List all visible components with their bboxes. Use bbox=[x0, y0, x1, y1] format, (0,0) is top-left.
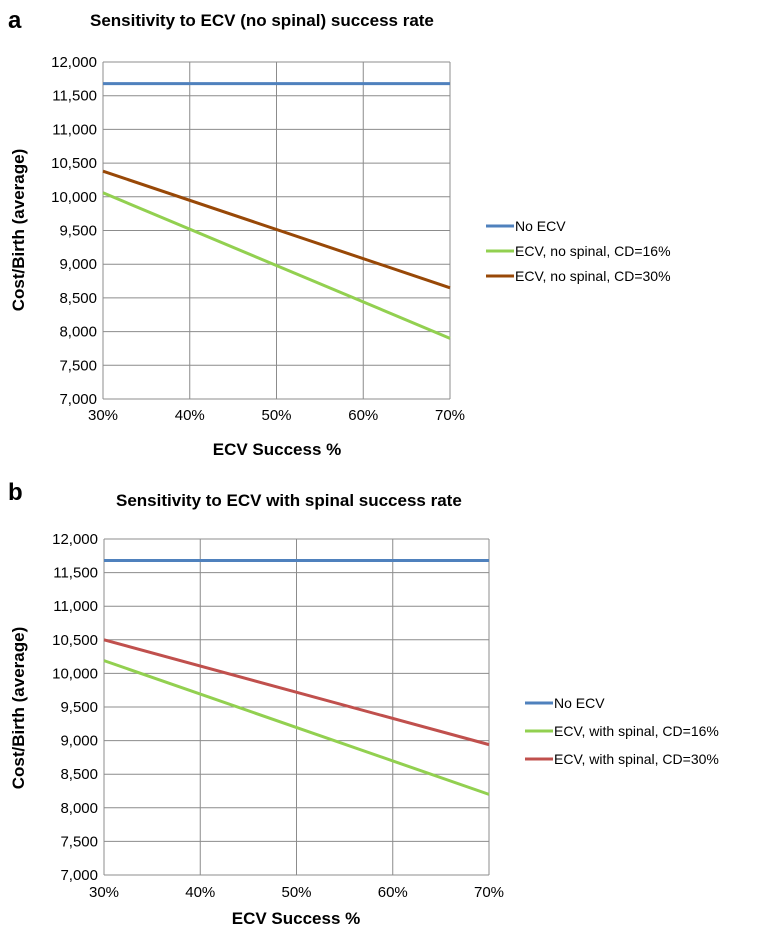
y-tick-label-b: 9,000 bbox=[60, 733, 98, 750]
legend-label: ECV, no spinal, CD=16% bbox=[515, 243, 671, 259]
legend-a: No ECV ECV, no spinal, CD=16% ECV, no spin… bbox=[486, 218, 671, 284]
legend-item-b-2: ECV, with spinal, CD=16% bbox=[525, 723, 719, 739]
y-tick-label-a: 8,500 bbox=[59, 290, 97, 307]
y-tick-label-a: 11,500 bbox=[52, 88, 97, 105]
x-tick-label-b: 70% bbox=[474, 884, 504, 901]
x-tick-labels-b: 30% 40% 50% 60% 70% bbox=[89, 884, 504, 901]
panel-a: a Sensitivity to ECV (no spinal) success… bbox=[8, 7, 671, 459]
series-line-b-3 bbox=[103, 638, 490, 747]
y-tick-label-b: 12,000 bbox=[52, 531, 98, 548]
x-tick-label-a: 60% bbox=[348, 407, 378, 424]
legend-item-b-3: ECV, with spinal, CD=30% bbox=[525, 751, 719, 767]
legend-item-a-3: ECV, no spinal, CD=30% bbox=[486, 268, 671, 284]
y-tick-label-a: 10,500 bbox=[51, 155, 97, 172]
chart-title-a: Sensitivity to ECV (no spinal) success r… bbox=[90, 11, 434, 30]
x-tick-labels-a: 30% 40% 50% 60% 70% bbox=[88, 407, 465, 424]
legend-label: No ECV bbox=[515, 218, 566, 234]
x-tick-label-b: 40% bbox=[185, 884, 215, 901]
legend-item-b-1: No ECV bbox=[525, 695, 605, 711]
series-line-b-2 bbox=[103, 659, 490, 796]
y-tick-label-b: 10,500 bbox=[52, 632, 98, 649]
y-tick-label-b: 8,500 bbox=[60, 766, 98, 783]
legend-label: No ECV bbox=[554, 695, 605, 711]
y-tick-label-b: 11,500 bbox=[53, 565, 98, 582]
y-tick-label-b: 7,500 bbox=[60, 833, 98, 850]
x-tick-label-a: 50% bbox=[261, 407, 291, 424]
grid-b bbox=[103, 538, 490, 876]
y-tick-label-b: 8,000 bbox=[60, 800, 98, 817]
x-axis-label-a: ECV Success % bbox=[213, 440, 342, 459]
y-tick-label-a: 9,500 bbox=[59, 223, 97, 240]
x-tick-label-a: 40% bbox=[175, 407, 205, 424]
y-tick-label-b: 11,000 bbox=[53, 598, 98, 615]
legend-label: ECV, with spinal, CD=16% bbox=[554, 723, 719, 739]
y-tick-label-a: 8,000 bbox=[59, 324, 97, 341]
y-tick-labels-b: 7,000 7,500 8,000 8,500 9,000 9,500 10,000 10,5… bbox=[52, 531, 98, 884]
series-line-a-2 bbox=[102, 191, 451, 340]
y-tick-label-b: 7,000 bbox=[60, 867, 98, 884]
series-lines-b bbox=[103, 559, 490, 796]
legend-label: ECV, no spinal, CD=30% bbox=[515, 268, 671, 284]
y-tick-label-a: 7,000 bbox=[59, 391, 97, 408]
y-tick-label-a: 7,500 bbox=[59, 357, 97, 374]
x-axis-label-b: ECV Success % bbox=[232, 909, 361, 928]
x-tick-label-b: 60% bbox=[378, 884, 408, 901]
y-tick-label-b: 10,000 bbox=[52, 665, 98, 682]
legend-label: ECV, with spinal, CD=30% bbox=[554, 751, 719, 767]
x-tick-label-b: 50% bbox=[281, 884, 311, 901]
y-tick-labels-a: 7,000 7,500 8,000 8,500 9,000 9,500 10,000 10,5… bbox=[51, 54, 97, 408]
series-lines-a bbox=[102, 82, 451, 340]
legend-item-a-2: ECV, no spinal, CD=16% bbox=[486, 243, 671, 259]
y-tick-label-a: 9,000 bbox=[59, 256, 97, 273]
x-tick-label-a: 70% bbox=[435, 407, 465, 424]
series-line-a-3 bbox=[102, 169, 451, 290]
legend-b: No ECV ECV, with spinal, CD=16% ECV, with … bbox=[525, 695, 719, 767]
y-tick-label-a: 12,000 bbox=[51, 54, 97, 71]
x-tick-label-b: 30% bbox=[89, 884, 119, 901]
panel-letter-b: b bbox=[8, 479, 23, 506]
chart-title-b: Sensitivity to ECV with spinal success r… bbox=[116, 491, 462, 510]
legend-item-a-1: No ECV bbox=[486, 218, 566, 234]
y-axis-label-b: Cost/Birth (average) bbox=[9, 627, 28, 789]
panel-b: b Sensitivity to ECV with spinal success… bbox=[8, 479, 719, 928]
y-tick-label-a: 11,000 bbox=[52, 121, 97, 138]
y-axis-label-a: Cost/Birth (average) bbox=[9, 149, 28, 311]
x-tick-label-a: 30% bbox=[88, 407, 118, 424]
y-tick-label-b: 9,500 bbox=[60, 699, 98, 716]
y-tick-label-a: 10,000 bbox=[51, 189, 97, 206]
panel-letter-a: a bbox=[8, 7, 22, 34]
